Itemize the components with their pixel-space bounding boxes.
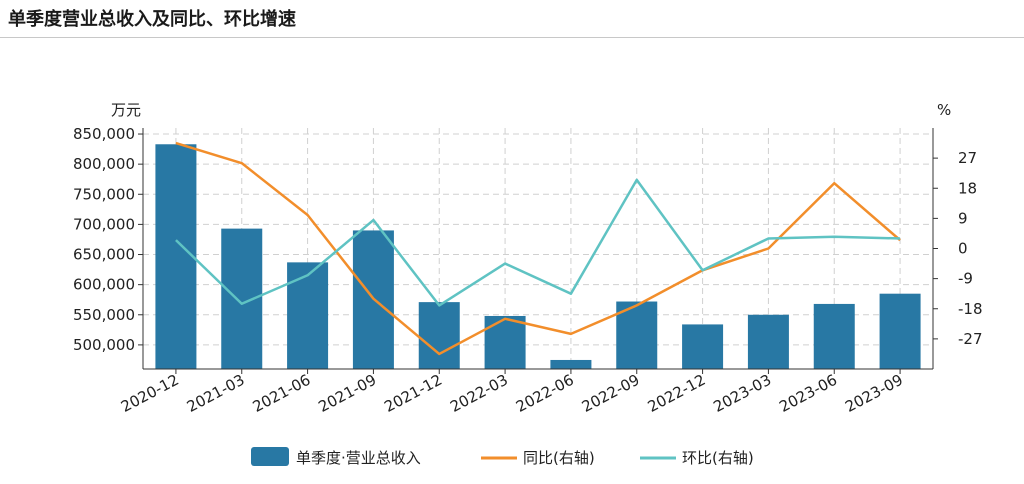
right-axis-unit: % bbox=[937, 101, 951, 119]
bar bbox=[879, 293, 921, 369]
x-tick-label: 2022-12 bbox=[645, 371, 709, 416]
bar-series bbox=[155, 144, 921, 369]
qoq-line bbox=[175, 178, 901, 307]
bar bbox=[418, 302, 460, 369]
left-tick-label: 600,000 bbox=[73, 276, 135, 294]
x-tick-label: 2023-06 bbox=[776, 371, 840, 416]
bar bbox=[155, 144, 197, 369]
bar bbox=[682, 324, 724, 369]
right-tick-label: 0 bbox=[958, 240, 968, 258]
header-bar: 单季度营业总收入及同比、环比增速 bbox=[0, 0, 1024, 38]
bar bbox=[287, 262, 329, 369]
left-tick-label: 700,000 bbox=[73, 215, 135, 233]
left-tick-label: 650,000 bbox=[73, 246, 135, 264]
x-tick-label: 2023-03 bbox=[710, 371, 774, 416]
yoy-line bbox=[175, 141, 901, 356]
x-tick-label: 2021-09 bbox=[315, 371, 379, 416]
right-tick-label: 9 bbox=[958, 209, 968, 227]
x-tick-label: 2021-03 bbox=[184, 371, 248, 416]
x-tick-label: 2022-06 bbox=[513, 371, 577, 416]
x-tick-label: 2022-09 bbox=[579, 371, 643, 416]
left-tick-label: 500,000 bbox=[73, 336, 135, 354]
legend-label-revenue: 单季度·营业总收入 bbox=[296, 449, 421, 467]
legend-label-qoq: 环比(右轴) bbox=[682, 449, 754, 467]
right-tick-label: 27 bbox=[958, 149, 977, 167]
line-series bbox=[175, 141, 901, 356]
right-tick-label: 18 bbox=[958, 179, 977, 197]
axes: 500,000 550,000 600,000 650,000 700,000 750,0… bbox=[73, 101, 983, 416]
bar bbox=[813, 303, 855, 369]
left-tick-label: 550,000 bbox=[73, 306, 135, 324]
left-axis-unit: 万元 bbox=[111, 101, 141, 119]
bar bbox=[550, 359, 592, 369]
bar bbox=[616, 301, 658, 369]
x-tick-label: 2021-06 bbox=[250, 371, 314, 416]
x-tick-label: 2021-12 bbox=[381, 371, 445, 416]
bar bbox=[484, 315, 526, 369]
x-tick-label: 2020-12 bbox=[118, 371, 182, 416]
right-tick-label: -18 bbox=[958, 300, 983, 318]
right-tick-label: -9 bbox=[958, 270, 973, 288]
left-tick-label: 850,000 bbox=[73, 125, 135, 143]
legend-bar-swatch bbox=[251, 447, 289, 466]
x-tick-label: 2023-09 bbox=[842, 371, 906, 416]
left-tick-label: 800,000 bbox=[73, 155, 135, 173]
bar bbox=[747, 314, 789, 369]
legend: 单季度·营业总收入 同比(右轴) 环比(右轴) bbox=[251, 447, 754, 467]
right-tick-label: -27 bbox=[958, 330, 983, 348]
left-tick-label: 750,000 bbox=[73, 185, 135, 203]
chart-title: 单季度营业总收入及同比、环比增速 bbox=[8, 9, 296, 30]
legend-label-yoy: 同比(右轴) bbox=[523, 449, 595, 467]
x-tick-label: 2022-03 bbox=[447, 371, 511, 416]
